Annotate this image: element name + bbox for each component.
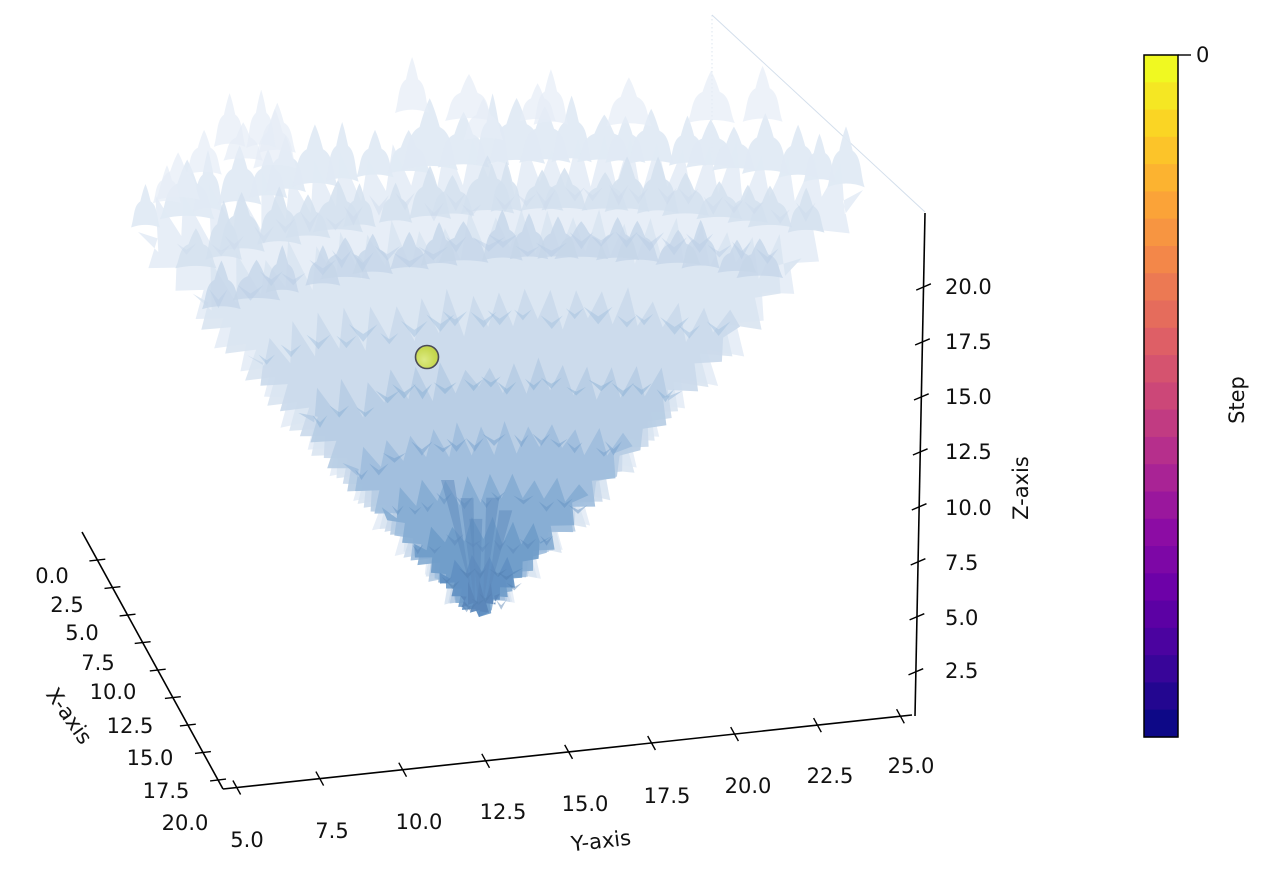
x-axis-line [81,531,224,790]
x-tick-label: 7.5 [81,651,114,675]
colorbar-band [1144,55,1178,83]
x-tick-label: 0.0 [35,564,68,588]
colorbar-border [1143,54,1179,738]
y-tick-mark [730,726,740,742]
x-tick-mark [89,558,106,562]
y-tick-label: 25.0 [888,754,935,778]
y-tick-label: 12.5 [480,800,527,824]
colorbar-band [1144,627,1178,656]
x-tick-mark [179,723,196,727]
colorbar-band [1144,300,1178,329]
y-axis-title: Y-axis [569,826,632,857]
z-tick-mark [908,668,924,676]
x-tick-mark [210,778,227,782]
y-tick-label: 10.0 [396,810,443,834]
x-tick-label: 12.5 [107,714,154,738]
z-tick-mark [909,613,925,621]
colorbar-band [1144,109,1178,138]
x-tick-label: 10.0 [90,680,137,704]
y-tick-mark [812,717,822,733]
y-tick-mark [232,780,242,795]
z-axis-title: Z-axis [1009,456,1033,520]
colorbar-band [1144,464,1178,493]
y-tick-mark [481,753,491,769]
colorbar-band [1144,655,1178,684]
surface-mesh [131,57,865,618]
z-tick-label: 2.5 [945,659,978,683]
x-tick-mark [134,641,151,645]
z-tick-mark [914,338,931,346]
colorbar-band [1144,518,1178,547]
colorbar-band [1144,600,1178,629]
z-tick-label: 10.0 [945,496,992,520]
z-tick-label: 12.5 [945,440,992,464]
x-tick-mark [104,586,121,590]
colorbar-band [1144,491,1178,520]
colorbar-band [1144,191,1178,220]
colorbar-band [1144,164,1178,192]
colorbar-band [1144,573,1178,602]
x-tick-mark [119,613,136,617]
y-axis-line [222,714,913,790]
colorbar-band [1144,709,1178,738]
colorbar-band [1144,436,1178,465]
z-tick-mark [912,448,928,456]
z-tick-mark [911,503,927,511]
z-tick-label: 15.0 [945,385,992,409]
colorbar-band [1144,355,1178,383]
colorbar-band [1144,409,1178,438]
z-tick-mark [913,393,929,401]
z-tick-mark [915,283,932,291]
x-tick-label: 20.0 [162,811,209,835]
y-tick-label: 20.0 [725,774,772,798]
z-tick-label: 20.0 [945,275,992,299]
y-tick-label: 17.5 [644,784,691,808]
z-axis-line [914,212,926,717]
y-tick-mark [647,735,657,751]
x-tick-mark [149,668,166,672]
axes: 0.0 2.5 5.0 7.5 10.0 12.5 15.0 17.5 20.0 5.0 7.5 10… [35,212,1033,857]
x-tick-mark [164,696,181,700]
y-tick-mark [398,762,408,778]
colorbar-band [1144,218,1178,247]
y-tick-label: 7.5 [315,819,348,843]
colorbar-band [1144,546,1178,574]
pane-edge-line [711,14,926,213]
colorbar-band [1144,246,1178,274]
y-tick-label: 22.5 [807,764,854,788]
x-tick-mark [194,750,211,755]
colorbar-tick-label: 0 [1196,43,1209,67]
x-tick-label: 2.5 [50,593,83,617]
x-axis-title: X-axis [41,683,97,748]
x-tick-label: 17.5 [143,779,190,803]
y-tick-label: 15.0 [562,792,609,816]
colorbar-band [1144,136,1178,165]
z-tick-label: 5.0 [945,606,978,630]
colorbar-band [1144,327,1178,356]
z-tick-label: 17.5 [945,330,992,354]
y-tick-mark [315,771,325,786]
colorbar-band [1144,273,1178,302]
z-tick-mark [910,558,926,566]
y-tick-mark [895,708,905,724]
colorbar-band [1144,382,1178,411]
z-tick-label: 7.5 [945,551,978,575]
colorbar-title: Step [1225,376,1249,424]
x-tick-label: 15.0 [127,746,174,770]
colorbar: 0 Step [1143,43,1249,738]
y-tick-label: 5.0 [230,828,263,852]
step-0-marker [414,344,440,370]
y-tick-mark [564,744,574,760]
x-tick-label: 5.0 [65,621,98,645]
colorbar-band [1144,682,1178,711]
colorbar-band [1144,82,1178,111]
